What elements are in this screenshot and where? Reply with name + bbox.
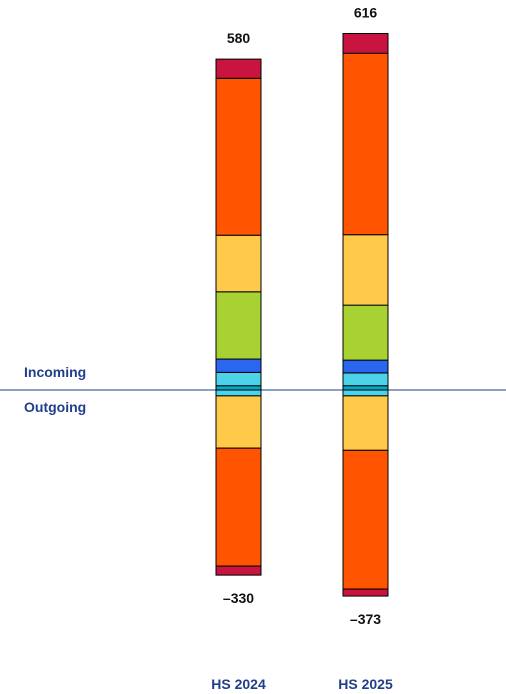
category-label-2: HS 2025 [338, 676, 393, 692]
outgoing-cap-bar-2 [342, 588, 389, 597]
incoming-segment-2-bar-1 [215, 371, 262, 387]
total-incoming-label-2: 616 [354, 4, 378, 20]
outgoing-segment-1-bar-1 [215, 389, 262, 397]
outgoing-segment-1-bar-2 [342, 389, 389, 397]
incoming-segment-6-bar-2 [342, 52, 389, 236]
incoming-segment-1-bar-2 [342, 385, 389, 391]
incoming-segment-6-bar-1 [215, 77, 262, 236]
total-outgoing-label-1: –330 [223, 590, 254, 606]
incoming-segment-2-bar-2 [342, 372, 389, 387]
incoming-segment-5-bar-1 [215, 234, 262, 293]
outgoing-segment-2-bar-2 [342, 395, 389, 451]
incoming-segment-3-bar-2 [342, 359, 389, 374]
incoming-segment-3-bar-1 [215, 358, 262, 373]
incoming-label: Incoming [24, 364, 87, 380]
incoming-segment-7-bar-1 [215, 58, 262, 79]
incoming-segment-4-bar-2 [342, 304, 389, 361]
category-label-1: HS 2024 [211, 676, 266, 692]
total-incoming-label-1: 580 [227, 30, 251, 46]
total-outgoing-label-2: –373 [350, 611, 381, 627]
incoming-segment-1-bar-1 [215, 385, 262, 391]
incoming-segment-7-bar-2 [342, 32, 389, 54]
incoming-segment-4-bar-1 [215, 291, 262, 360]
incoming-segment-5-bar-2 [342, 234, 389, 306]
outgoing-label: Outgoing [24, 399, 87, 415]
outgoing-cap-bar-1 [215, 565, 262, 576]
outgoing-segment-3-bar-1 [215, 447, 262, 567]
outgoing-segment-2-bar-1 [215, 395, 262, 449]
outgoing-segment-3-bar-2 [342, 449, 389, 590]
